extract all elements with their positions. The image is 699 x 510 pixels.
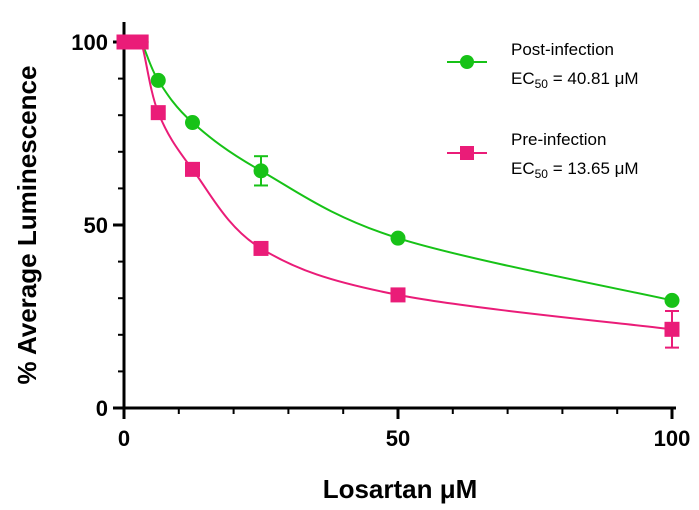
data-point-post-infection [664,292,680,308]
legend-ec50-post-infection: EC50 = 40.81 μM [511,69,639,91]
ec50-value: = 13.65 μM [548,159,639,178]
y-axis-title: % Average Luminescence [12,66,42,385]
ec50-subscript: 50 [535,167,549,181]
data-point-post-infection [253,163,269,179]
data-point-pre-infection [185,161,200,177]
x-tick-label: 100 [654,426,691,451]
x-tick-label: 0 [118,426,130,451]
data-point-pre-infection [390,287,406,303]
legend: Post-infection EC50 = 40.81 μM Pre-infec… [447,40,639,181]
data-point-pre-infection [150,105,166,121]
tick-labels: 0 50 100 0 50 100 [71,30,690,451]
ec50-value: = 40.81 μM [548,69,639,88]
legend-entry-post-infection: Post-infection EC50 = 40.81 μM [447,40,639,91]
ec50-subscript: 50 [535,77,549,91]
x-axis-title: Losartan μM [323,474,478,504]
legend-entry-pre-infection: Pre-infection EC50 = 13.65 μM [447,130,639,181]
legend-ec50-pre-infection: EC50 = 13.65 μM [511,159,639,181]
y-tick-label: 100 [71,30,108,55]
legend-label-post-infection: Post-infection [511,40,614,59]
y-tick-label: 50 [84,213,108,238]
major-ticks [113,40,674,419]
data-point-pre-infection [253,240,269,256]
data-point-post-infection [150,72,166,88]
data-point-post-infection [390,230,406,246]
legend-marker-pre-infection [460,146,474,160]
ec50-prefix: EC [511,69,535,88]
error-bars [254,155,679,349]
legend-marker-post-infection [460,55,474,69]
x-tick-label: 50 [386,426,410,451]
minor-ticks [118,77,619,414]
data-point-post-infection [185,115,200,131]
data-markers [116,34,680,337]
data-point-pre-infection [133,34,149,50]
legend-label-pre-infection: Pre-infection [511,130,606,149]
axes [122,22,676,410]
data-point-pre-infection [664,321,680,337]
y-tick-label: 0 [96,396,108,421]
ec50-prefix: EC [511,159,535,178]
